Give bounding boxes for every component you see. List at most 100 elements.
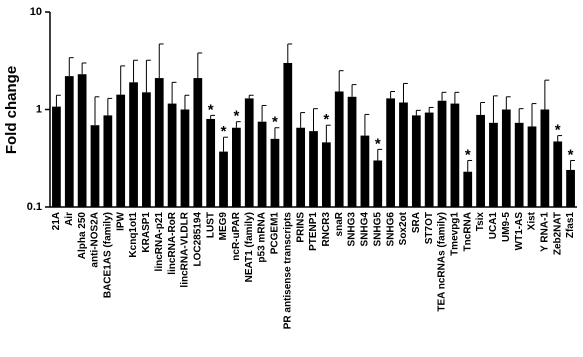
- significance-marker: *: [465, 146, 471, 163]
- bar: [270, 138, 280, 207]
- error-bar: [492, 95, 498, 123]
- bar: [232, 127, 241, 207]
- error-bar: [441, 91, 447, 101]
- bar: [129, 82, 138, 207]
- x-tick-label: Zeb2NAT: [552, 212, 563, 255]
- error-bar: [377, 148, 383, 161]
- x-tick-label: Xist: [527, 211, 538, 230]
- error-bar: [415, 109, 421, 116]
- x-tick-label: ST7OT: [424, 212, 435, 244]
- x-tick-label: UCA1: [488, 212, 499, 240]
- x-tick-label: TncRNA: [462, 212, 473, 251]
- x-tick-label: p53 mRNA: [257, 212, 268, 263]
- bar: [424, 112, 434, 207]
- x-tick-label: LUST: [205, 212, 216, 238]
- error-bar: [505, 96, 511, 110]
- bar: [553, 141, 563, 207]
- bar: [154, 78, 164, 207]
- bar: [90, 125, 100, 207]
- y-tick-label: 1: [36, 103, 42, 115]
- x-tick-label: lincRNA-VLDLR: [180, 211, 191, 287]
- x-tick-label: IPW: [115, 211, 126, 230]
- x-tick-label: lincRNA-RoR: [167, 211, 178, 275]
- bar: [309, 131, 318, 207]
- significance-marker: *: [555, 122, 561, 139]
- error-bar: [544, 79, 550, 110]
- bar: [244, 98, 254, 207]
- x-tick-label: NEAT1 (family): [244, 212, 255, 282]
- significance-marker: *: [568, 146, 574, 163]
- error-bar: [94, 96, 100, 126]
- x-tick-label: PTENP1: [308, 212, 319, 251]
- bar: [566, 169, 575, 207]
- error-bar: [313, 108, 318, 132]
- x-tick-label: PCGEM1: [270, 212, 281, 255]
- bar: [411, 115, 421, 207]
- error-bar: [107, 97, 113, 116]
- y-axis-label: Fold change: [3, 66, 20, 154]
- x-tick-label: BACE1AS (family): [102, 212, 113, 298]
- error-bar: [197, 52, 203, 79]
- bar: [373, 160, 383, 207]
- error-bar: [325, 124, 331, 143]
- x-tick-label: snaR: [334, 211, 345, 236]
- x-tick-label: anti-NOS2A: [90, 212, 101, 268]
- bar: [463, 171, 473, 207]
- x-tick-label: Zfas1: [565, 212, 576, 239]
- x-tick-label: ncR-uPAR: [231, 211, 242, 260]
- x-tick-label: SRA: [411, 212, 422, 233]
- error-bar: [570, 159, 575, 170]
- x-tick-label: lincRNA-p21: [154, 212, 165, 272]
- bar: [540, 109, 550, 207]
- x-tick-label: PR antisense transcripts: [282, 212, 293, 330]
- bar: [527, 126, 537, 207]
- y-tick-label: 0.1: [27, 201, 42, 213]
- x-tick-label: SNHG3: [347, 212, 358, 247]
- error-bar: [467, 159, 473, 172]
- error-bar: [390, 90, 395, 99]
- y-tick-label: 10: [30, 6, 42, 18]
- error-bar: [171, 81, 177, 104]
- error-bar: [402, 82, 408, 103]
- bar: [180, 109, 190, 207]
- bar: [206, 118, 216, 207]
- bar: [116, 94, 126, 207]
- x-tick-label: KRASP1: [141, 212, 152, 253]
- error-bar: [428, 106, 434, 113]
- bar: [386, 98, 395, 207]
- bar: [476, 114, 485, 207]
- bar: [360, 135, 370, 207]
- error-bar: [223, 136, 228, 152]
- x-tick-label: UM9-5: [501, 212, 512, 242]
- error-bar: [274, 127, 280, 139]
- x-tick-label: Tmevpg1: [450, 212, 461, 256]
- error-bar: [145, 59, 151, 93]
- x-tick-label: Sox2ot: [398, 211, 409, 245]
- x-tick-label: Kcnq1ot1: [128, 212, 139, 258]
- x-tick-label: PRINS: [295, 212, 306, 243]
- error-bar: [184, 94, 190, 110]
- significance-marker: *: [323, 111, 329, 128]
- bar: [321, 142, 331, 207]
- bar: [334, 91, 344, 207]
- bar: [52, 106, 61, 207]
- x-tick-label: LOC285194: [192, 212, 203, 267]
- error-bar: [518, 108, 524, 123]
- x-tick-label: WT1-AS: [514, 212, 525, 251]
- x-tick-label: Air: [64, 212, 75, 226]
- bar: [501, 109, 511, 207]
- bar: [283, 62, 293, 207]
- error-bar: [133, 59, 138, 83]
- x-tick-label: Y RNA-1: [540, 212, 551, 252]
- error-bar: [158, 43, 164, 79]
- error-bar: [81, 62, 87, 75]
- error-bar: [261, 104, 267, 122]
- bar: [167, 103, 177, 207]
- significance-marker: *: [221, 123, 227, 140]
- error-bar: [120, 65, 126, 95]
- x-tick-label: 21A: [51, 212, 62, 230]
- bar: [64, 76, 74, 207]
- significance-marker: *: [233, 108, 239, 125]
- bar: [514, 122, 524, 207]
